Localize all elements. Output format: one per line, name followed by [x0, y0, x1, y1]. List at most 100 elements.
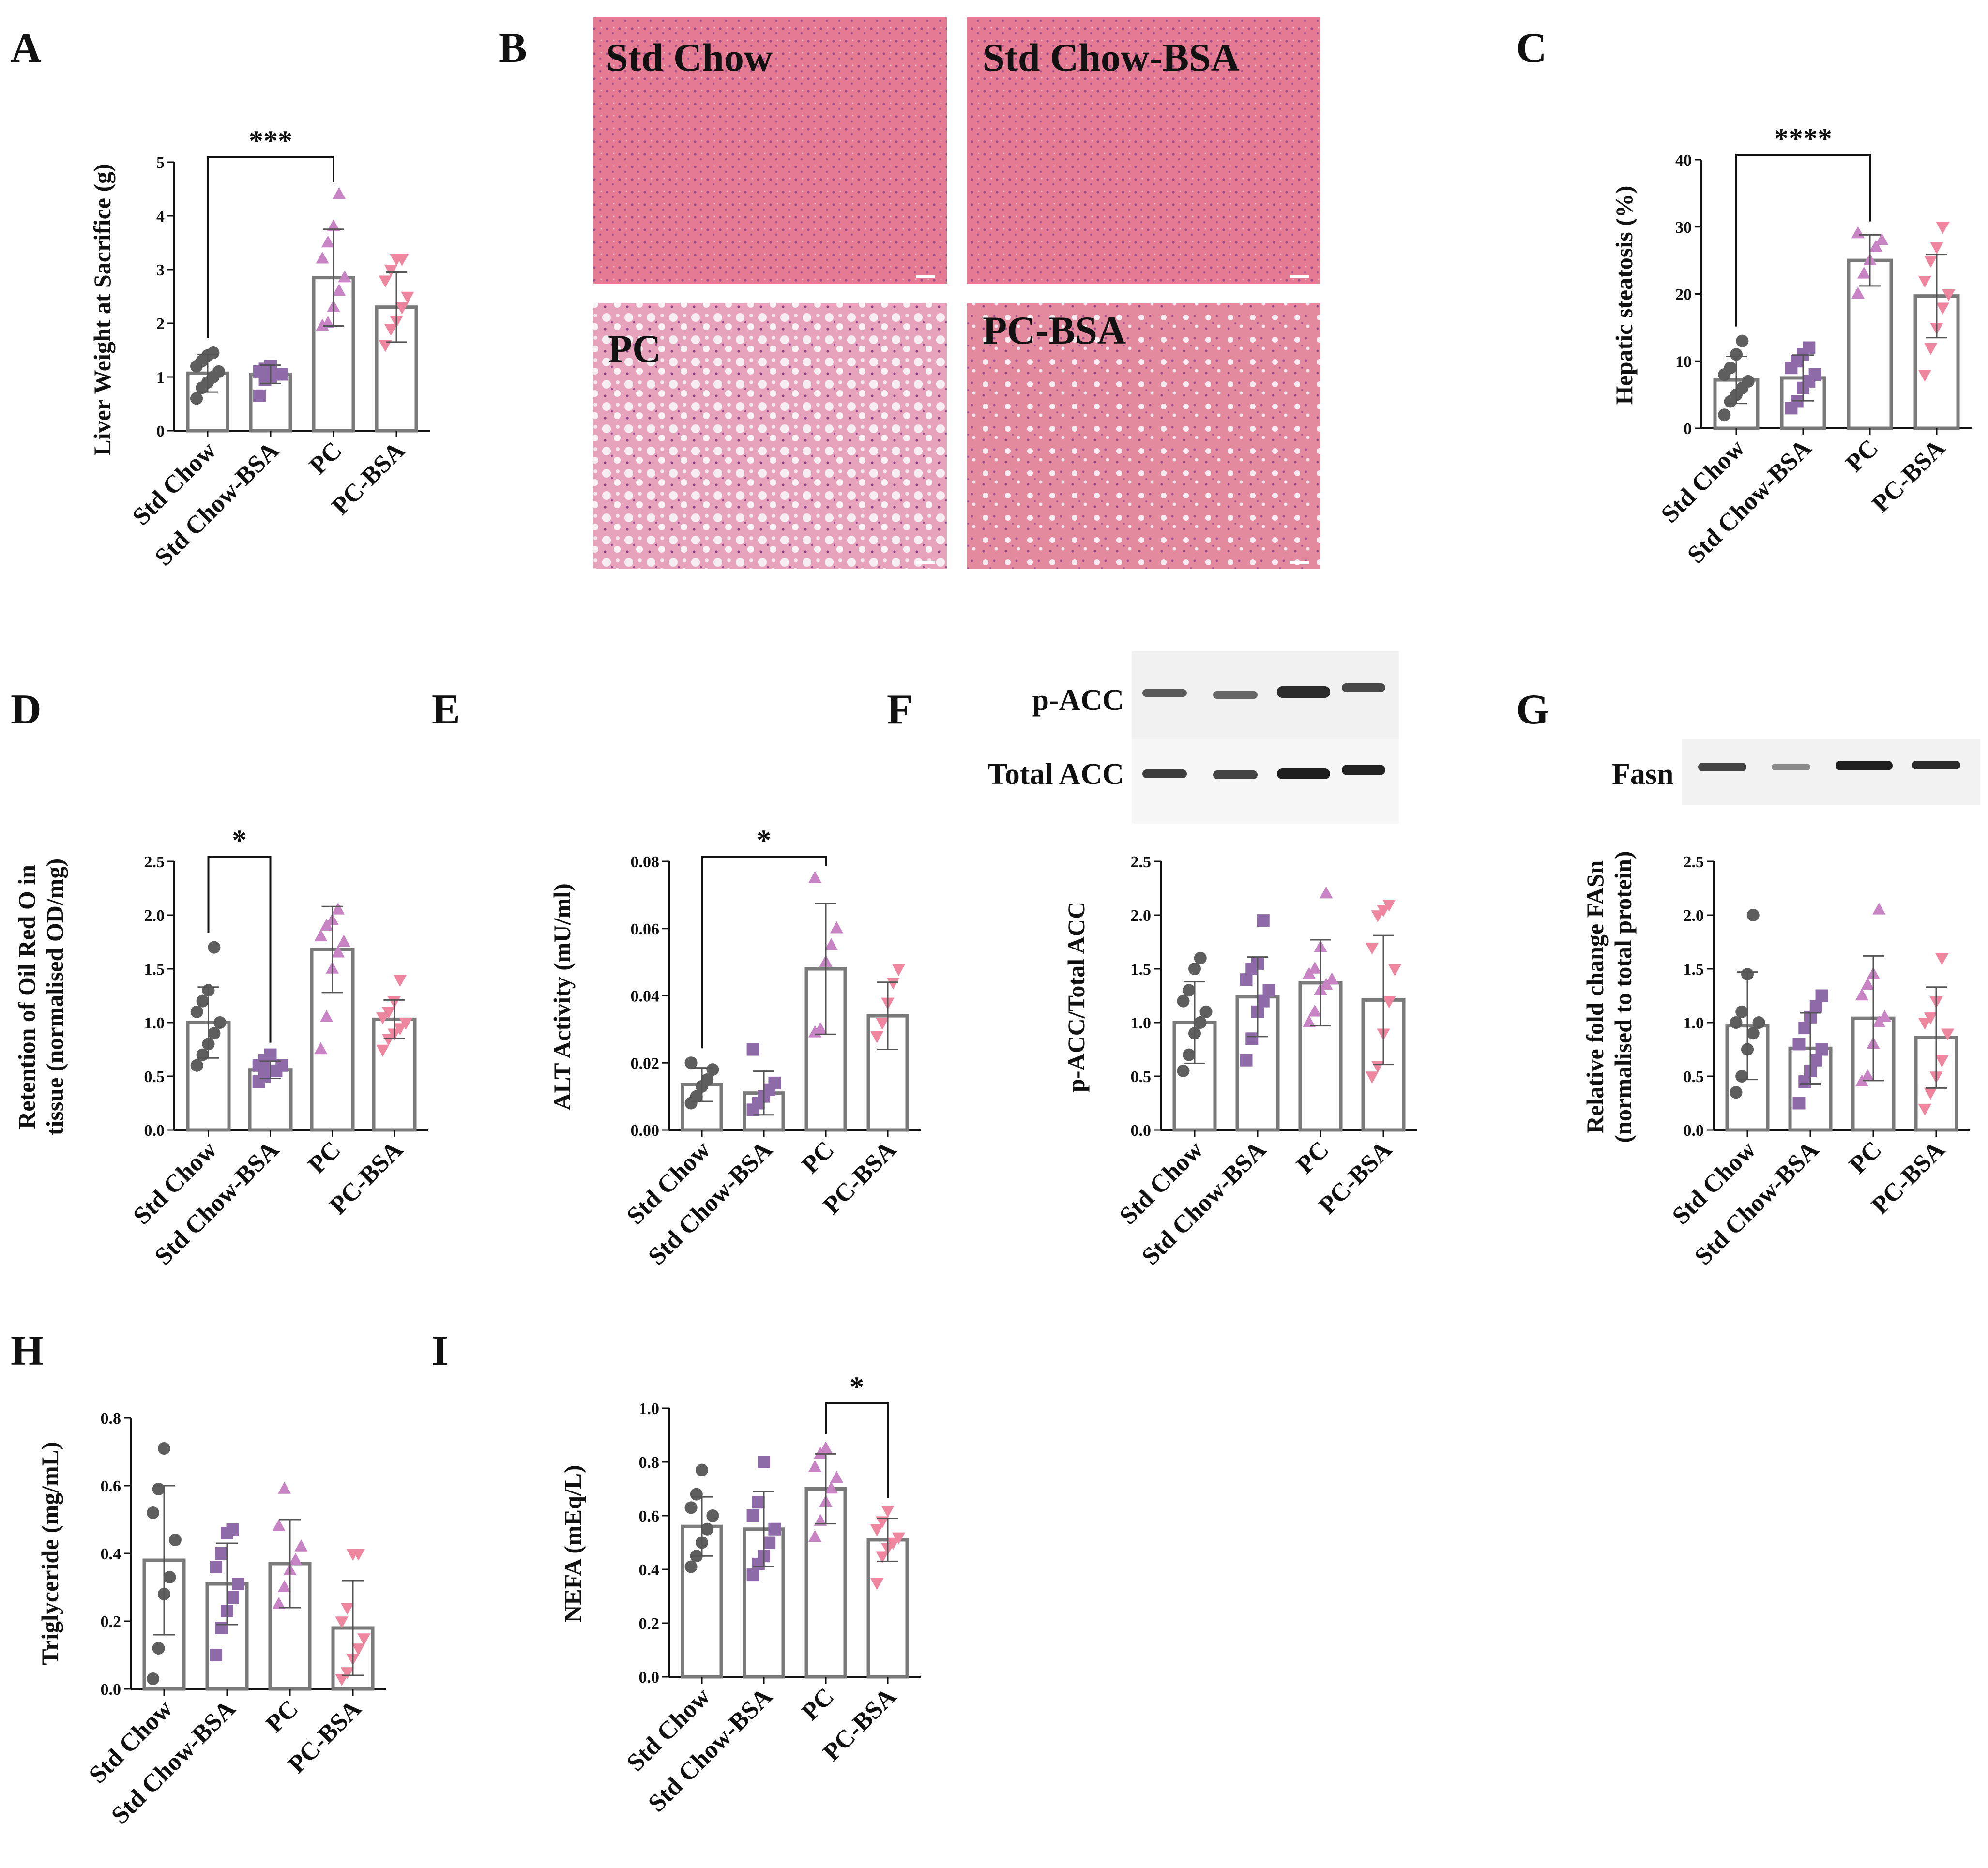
- y-tick-label: 0.0: [101, 1681, 121, 1699]
- data-point: [1262, 984, 1275, 997]
- significance-bracket: [207, 856, 272, 1043]
- data-point: [1875, 233, 1889, 245]
- data-point: [340, 1667, 354, 1679]
- data-point: [1924, 256, 1938, 268]
- data-point: [1808, 368, 1821, 381]
- y-tick-label: 0.0: [639, 1669, 660, 1687]
- data-point: [684, 1501, 698, 1514]
- y-tick-label: 0.06: [631, 920, 660, 938]
- data-point: [1735, 1005, 1748, 1018]
- data-point: [401, 291, 414, 304]
- data-point: [830, 1471, 844, 1483]
- blot-band: [1698, 763, 1746, 771]
- x-category-label: PC: [303, 1136, 346, 1179]
- data-point: [1942, 289, 1956, 301]
- data-point: [1188, 963, 1201, 975]
- y-tick-label: 2.5: [1131, 853, 1152, 871]
- western-blot-f: p-ACC Total ACC: [987, 651, 1399, 824]
- data-point: [1240, 1054, 1253, 1067]
- data-point: [294, 1539, 308, 1552]
- data-point: [1718, 408, 1731, 422]
- data-point: [395, 302, 409, 315]
- significance-label: ***: [249, 125, 292, 157]
- scale-bar: [916, 561, 935, 564]
- data-point: [158, 1442, 170, 1455]
- y-tick-label: 0.6: [101, 1477, 121, 1495]
- data-point: [210, 1561, 223, 1573]
- y-tick-label: 1.0: [639, 1400, 660, 1418]
- data-point: [1930, 242, 1943, 255]
- data-point: [1851, 226, 1865, 239]
- y-tick-label: 30: [1675, 219, 1692, 237]
- data-point: [752, 1496, 765, 1509]
- y-tick-label: 2: [156, 315, 165, 333]
- blot-band: [1772, 764, 1810, 770]
- data-point: [321, 316, 335, 328]
- y-axis-label-line: (normalised to total protein): [1609, 851, 1637, 1143]
- data-point: [208, 1027, 221, 1040]
- data-point: [1792, 1038, 1806, 1051]
- data-point: [357, 1633, 371, 1645]
- y-axis-label: Triglyceride (mg/mL): [36, 1442, 63, 1665]
- data-point: [1257, 994, 1270, 1008]
- data-point: [1918, 276, 1932, 288]
- data-point: [190, 1059, 203, 1072]
- data-point: [746, 1043, 759, 1056]
- data-point: [381, 1034, 395, 1046]
- data-point: [253, 389, 266, 402]
- x-category-label: PC-BSA: [1867, 434, 1950, 518]
- x-category-label: PC: [260, 1695, 304, 1738]
- data-point: [1803, 341, 1816, 354]
- y-axis-label-line: tissue (normalised OD/mg): [41, 859, 68, 1135]
- data-point: [1918, 1103, 1932, 1116]
- data-point: [208, 941, 221, 954]
- data-point: [1815, 989, 1828, 1002]
- panel-label-c: C: [1516, 25, 1547, 72]
- data-point: [226, 1591, 239, 1604]
- data-point: [870, 1524, 884, 1537]
- chart-g: 0.0 0.5 1.0 1.5 2.0 2.5 Relative fold change F…: [1581, 851, 1970, 1271]
- data-point: [152, 1642, 165, 1655]
- blot-band: [1836, 761, 1893, 770]
- data-point: [1382, 900, 1396, 912]
- y-tick-label: 0.02: [631, 1055, 660, 1072]
- data-point: [1365, 1071, 1379, 1084]
- blot-band: [1213, 770, 1258, 779]
- data-point: [337, 934, 350, 947]
- data-point: [1798, 1022, 1811, 1035]
- panel-label-e: E: [432, 686, 460, 733]
- data-point: [215, 1547, 228, 1560]
- y-axis-label-line: p-ACC/Total ACC: [1062, 902, 1090, 1092]
- data-point: [746, 1509, 759, 1522]
- x-category-label: Std Chow-BSA: [1682, 434, 1817, 569]
- data-point: [196, 994, 209, 1008]
- panel-label-b: B: [499, 25, 527, 72]
- y-tick-label: 2.0: [1131, 907, 1152, 925]
- data-point: [1308, 962, 1321, 974]
- scale-bar: [1290, 275, 1309, 278]
- histology-label-pc-bsa: PC-BSA: [983, 308, 1126, 352]
- significance-bracket: [1735, 154, 1871, 327]
- chart-e: 0.00 0.02 0.04 0.06 0.08 ALT Activity (mU/ml)…: [548, 824, 921, 1271]
- data-point: [808, 1530, 822, 1542]
- data-point: [1918, 1018, 1932, 1030]
- data-point: [275, 368, 288, 381]
- data-point: [288, 1553, 303, 1565]
- data-point: [1855, 988, 1869, 1001]
- x-category-label: PC: [796, 1136, 839, 1179]
- y-tick-label: 0.5: [1131, 1068, 1152, 1086]
- data-point: [706, 1509, 719, 1522]
- y-tick-label: 40: [1675, 151, 1692, 169]
- data-point: [1308, 1004, 1321, 1017]
- data-point: [393, 1023, 407, 1036]
- y-axis-label: NEFA (mEq/L): [559, 1465, 586, 1623]
- data-point: [340, 1603, 354, 1615]
- y-tick-label: 5: [156, 154, 165, 172]
- data-point: [1872, 902, 1886, 915]
- data-point: [331, 902, 345, 915]
- data-point: [1861, 1069, 1874, 1081]
- y-tick-label: 0.04: [631, 988, 660, 1006]
- histology-label-std-chow-bsa: Std Chow-BSA: [983, 35, 1240, 79]
